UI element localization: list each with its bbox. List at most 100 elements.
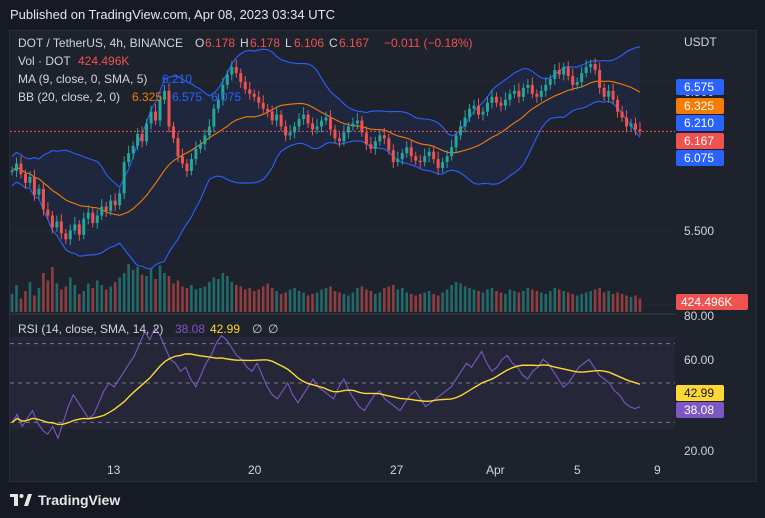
chart-canvas[interactable]: USDT 6.500 5.500 6.575 6.325 6.210 6.167…	[0, 0, 765, 482]
candle	[86, 205, 90, 225]
candle	[638, 122, 642, 136]
candle	[557, 62, 561, 79]
rsi-ma-line	[11, 353, 641, 426]
candle-body	[28, 176, 32, 183]
volume-bar	[279, 294, 283, 312]
legend-rsi-label: RSI (14, close, SMA, 14, 2)	[18, 322, 163, 336]
candle-body	[409, 147, 413, 157]
candle-body	[423, 156, 427, 163]
candle-body	[284, 126, 288, 136]
candle	[342, 124, 346, 146]
candle	[391, 144, 395, 169]
candle	[418, 154, 422, 169]
candle-body	[73, 224, 77, 231]
candle	[230, 61, 234, 81]
volume-bar	[517, 292, 521, 312]
chart-frame[interactable]	[9, 30, 757, 482]
candle	[503, 92, 507, 111]
candle-body	[14, 163, 18, 171]
legend-symbol[interactable]: DOT / TetherUS, 4h, BINANCE	[18, 36, 183, 50]
candle	[212, 104, 216, 133]
volume-bar	[257, 289, 261, 312]
candle	[535, 89, 539, 103]
candle-body	[77, 224, 81, 235]
volume-bar	[495, 291, 498, 312]
candle	[91, 208, 95, 228]
legend-bb-label: BB (20, close, 2, 0)	[18, 90, 120, 104]
time-axis: 13 20 27 Apr 5 9	[107, 463, 661, 477]
volume-bar	[436, 295, 440, 312]
volume-bar	[441, 292, 444, 312]
volume-bar	[504, 294, 507, 312]
candle-body	[508, 93, 512, 100]
candle	[382, 127, 386, 145]
candle	[593, 58, 597, 75]
candle-body	[216, 99, 220, 109]
volume-bar	[454, 282, 458, 312]
candle	[360, 116, 364, 137]
volume-bar	[217, 279, 220, 312]
candle	[118, 188, 122, 210]
candle	[122, 156, 126, 200]
candle-body	[275, 114, 279, 121]
candle-body	[463, 117, 467, 127]
volume-bar	[324, 288, 328, 312]
rsi-tick: 20.00	[684, 444, 714, 458]
volume-bar	[638, 298, 642, 312]
volume-bar	[15, 285, 18, 312]
candle-body	[127, 153, 131, 163]
candle-body	[104, 206, 108, 212]
candle-body	[171, 126, 175, 139]
candle	[297, 113, 301, 131]
volume-bar	[243, 289, 247, 312]
volume-bar	[400, 288, 404, 312]
volume-bar	[199, 288, 202, 312]
volume-bar	[19, 298, 23, 312]
candle-body	[59, 221, 63, 234]
candle	[203, 129, 207, 151]
volume-bar	[320, 289, 323, 312]
candle-body	[571, 76, 575, 85]
volume-bar	[226, 276, 229, 312]
candle	[311, 117, 315, 136]
candle	[602, 83, 606, 102]
legend-l-label: L	[285, 36, 292, 50]
volume-bar	[562, 291, 566, 312]
legend-bb-lower: 6.075	[211, 90, 241, 104]
candle	[629, 119, 633, 131]
candle	[571, 68, 575, 91]
volume-bar	[302, 292, 305, 312]
svg-text:38.08: 38.08	[684, 403, 714, 417]
candle-body	[400, 153, 404, 160]
candle	[450, 139, 454, 161]
volume-bar	[154, 279, 157, 312]
candle-body	[396, 159, 400, 163]
volume-bar	[185, 288, 189, 312]
candle	[409, 139, 413, 163]
volume-bar	[598, 288, 601, 312]
candle-body	[346, 126, 350, 133]
tradingview-logo[interactable]: TradingView	[10, 492, 120, 508]
volume-bar	[508, 289, 512, 312]
candle-body	[270, 111, 274, 121]
candle	[539, 84, 543, 102]
volume-bar	[100, 285, 104, 312]
candle	[32, 169, 36, 201]
candle-body	[414, 156, 418, 161]
volume-bar	[369, 291, 373, 312]
candle	[436, 151, 440, 174]
candle	[158, 95, 162, 127]
candle	[82, 212, 86, 240]
volume-bar	[486, 289, 489, 312]
candle	[140, 126, 144, 148]
candle-body	[212, 108, 216, 127]
candle-body	[355, 120, 359, 124]
candle-body	[82, 218, 86, 235]
candle-body	[391, 150, 395, 163]
candle	[441, 157, 445, 173]
volume-bar	[391, 285, 395, 312]
candle-body	[360, 120, 364, 133]
candle	[14, 157, 18, 177]
volume-bar	[266, 283, 269, 312]
candle-body	[503, 99, 507, 106]
